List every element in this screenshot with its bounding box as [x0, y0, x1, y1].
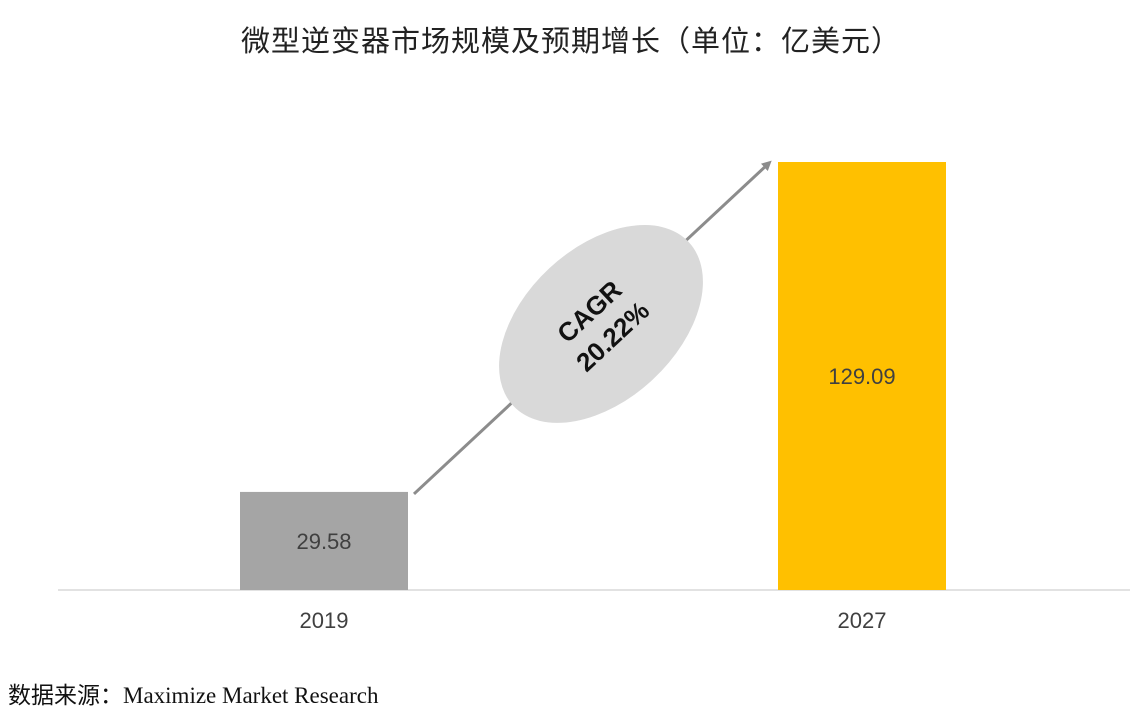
tick-label-2019: 2019 — [300, 608, 349, 633]
value-label-2019: 29.58 — [296, 529, 351, 554]
bar-2019 — [240, 491, 408, 590]
source-note: 数据来源：Maximize Market Research — [8, 683, 379, 708]
value-label-2027: 129.09 — [828, 364, 895, 389]
bar-2027 — [778, 162, 946, 590]
chart-title: 微型逆变器市场规模及预期增长（单位：亿美元） — [240, 24, 901, 58]
cagr-ellipse — [499, 225, 703, 423]
tick-label-2027: 2027 — [838, 608, 887, 633]
